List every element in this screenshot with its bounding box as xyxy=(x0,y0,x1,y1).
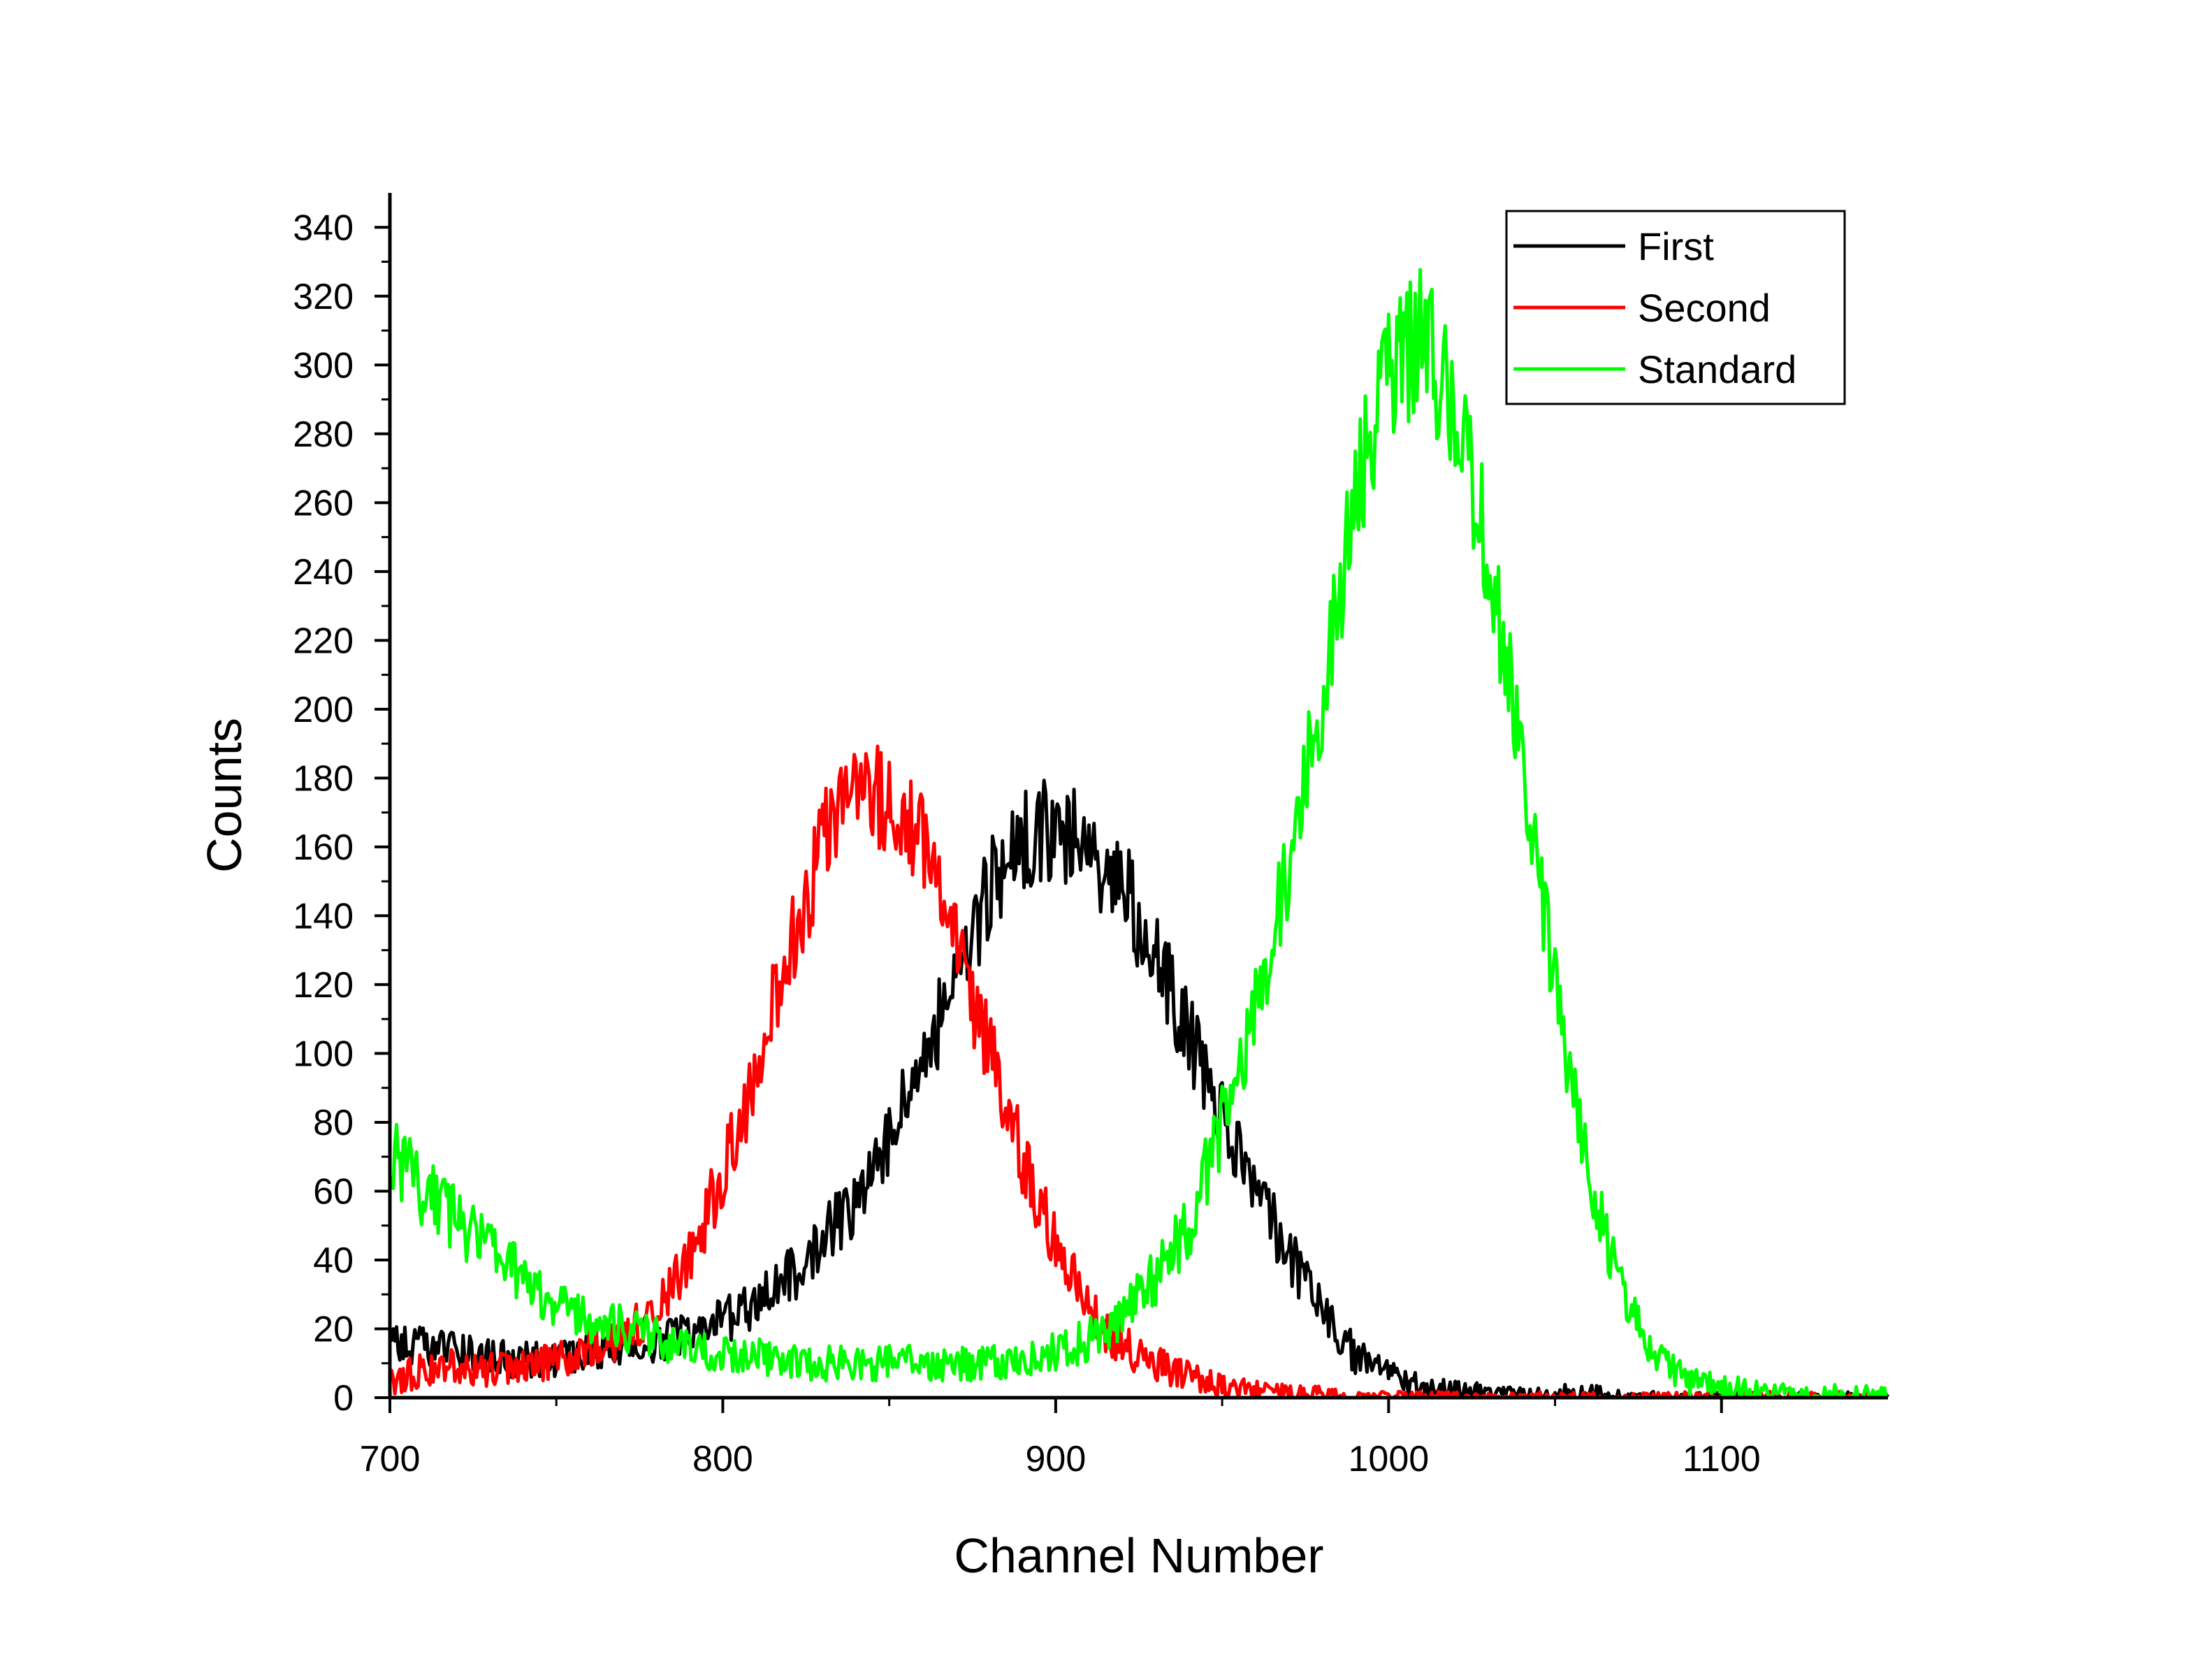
plot-lines xyxy=(388,268,1890,1400)
x-tick-label: 1000 xyxy=(1348,1439,1429,1479)
y-tick-label: 280 xyxy=(293,414,354,455)
y-tick-label: 120 xyxy=(293,965,354,1006)
y-tick-label: 40 xyxy=(313,1240,354,1281)
y-tick-label: 180 xyxy=(293,758,354,799)
y-tick-label: 220 xyxy=(293,621,354,661)
x-ticks: 700 800 900 1000 1100 xyxy=(360,1398,1761,1479)
series-line-standard xyxy=(388,268,1889,1400)
y-tick-label: 260 xyxy=(293,483,354,523)
legend-label-second: Second xyxy=(1638,286,1771,330)
axes xyxy=(388,193,1888,1400)
legend-label-first: First xyxy=(1638,224,1714,268)
legend: First Second Standard xyxy=(1505,210,1846,405)
y-tick-label: 200 xyxy=(293,690,354,730)
legend-label-standard: Standard xyxy=(1638,347,1796,391)
y-tick-label: 100 xyxy=(293,1034,354,1074)
x-tick-label: 700 xyxy=(360,1439,421,1479)
y-tick-label: 0 xyxy=(333,1378,354,1419)
y-tick-label: 60 xyxy=(313,1171,354,1212)
y-tick-label: 300 xyxy=(293,345,354,386)
y-ticks: 0 20 40 60 80 100 120 140 160 180 200 220 240 260 280 3… xyxy=(293,208,390,1419)
series-line-second xyxy=(388,744,1889,1400)
y-tick-label: 320 xyxy=(293,277,354,317)
y-tick-label: 240 xyxy=(293,552,354,593)
x-tick-label: 900 xyxy=(1026,1439,1087,1479)
x-tick-label: 800 xyxy=(692,1439,753,1479)
y-tick-label: 140 xyxy=(293,896,354,936)
y-axis-title: Counts xyxy=(197,718,252,873)
x-axis-title: Channel Number xyxy=(954,1528,1323,1583)
x-tick-label: 1100 xyxy=(1683,1439,1761,1479)
y-tick-label: 340 xyxy=(293,208,354,248)
y-tick-label: 80 xyxy=(313,1103,354,1143)
y-tick-label: 20 xyxy=(313,1309,354,1349)
y-tick-label: 160 xyxy=(293,827,354,868)
